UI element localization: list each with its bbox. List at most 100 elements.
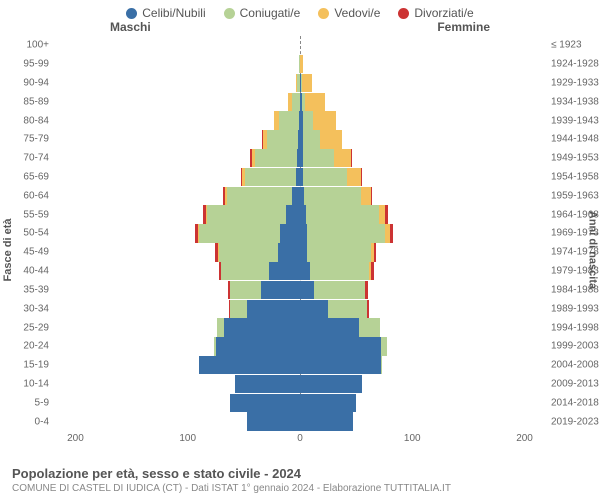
grid-line: [412, 36, 413, 431]
y-axis-left-title: Fasce di età: [2, 219, 14, 282]
bar-segment: [361, 168, 362, 186]
bar-segment: [300, 394, 356, 412]
bar-segment: [261, 281, 300, 299]
male-bar: [53, 243, 300, 261]
bar-segment: [310, 262, 369, 280]
legend-label: Celibi/Nubili: [142, 6, 205, 20]
female-bar: [300, 394, 547, 412]
age-row: 0-42019-2023: [53, 412, 547, 430]
male-bar: [53, 300, 300, 318]
bar-segment: [328, 300, 367, 318]
bar-segment: [227, 187, 292, 205]
bar-segment: [313, 111, 337, 129]
legend: Celibi/NubiliConiugati/eVedovi/eDivorzia…: [0, 0, 600, 20]
bar-segment: [247, 300, 300, 318]
bar-segment: [347, 168, 361, 186]
bar-segment: [207, 205, 286, 223]
age-row: 95-991924-1928: [53, 55, 547, 73]
female-bar: [300, 262, 547, 280]
age-label: 45-49: [9, 247, 49, 258]
male-bar: [53, 394, 300, 412]
bar-segment: [199, 356, 300, 374]
birth-year-label: 1989-1993: [551, 303, 600, 314]
x-tick-label: 100: [404, 433, 421, 444]
birth-year-label: 2009-2013: [551, 378, 600, 389]
birth-year-label: 1954-1958: [551, 172, 600, 183]
bar-segment: [280, 224, 300, 242]
legend-swatch: [224, 8, 235, 19]
male-bar: [53, 318, 300, 336]
bar-segment: [385, 205, 388, 223]
birth-year-label: 1944-1948: [551, 134, 600, 145]
birth-year-label: 1994-1998: [551, 322, 600, 333]
bar-segment: [303, 168, 347, 186]
bar-segment: [199, 224, 280, 242]
birth-year-label: 1999-2003: [551, 341, 600, 352]
plot-area: 2001000100200 100+≤ 192395-991924-192890…: [53, 36, 547, 431]
birth-year-label: 2014-2018: [551, 397, 600, 408]
birth-year-label: ≤ 1923: [551, 40, 600, 51]
legend-item: Vedovi/e: [318, 6, 380, 20]
age-label: 95-99: [9, 59, 49, 70]
age-label: 25-29: [9, 322, 49, 333]
female-bar: [300, 36, 547, 54]
age-label: 5-9: [9, 397, 49, 408]
bar-segment: [269, 262, 300, 280]
male-bar: [53, 337, 300, 355]
female-bar: [300, 74, 547, 92]
age-row: 15-192004-2008: [53, 356, 547, 374]
bar-segment: [286, 205, 300, 223]
x-tick-label: 0: [297, 433, 303, 444]
bar-segment: [279, 111, 299, 129]
bar-segment: [230, 394, 300, 412]
female-bar: [300, 337, 547, 355]
male-bar: [53, 168, 300, 186]
female-bar: [300, 205, 547, 223]
female-bar: [300, 318, 547, 336]
bar-segment: [307, 224, 386, 242]
male-bar: [53, 412, 300, 430]
age-row: 45-491974-1978: [53, 243, 547, 261]
male-bar: [53, 130, 300, 148]
x-tick-label: 100: [179, 433, 196, 444]
bar-segment: [303, 111, 313, 129]
bar-segment: [359, 318, 380, 336]
bar-segment: [300, 300, 328, 318]
bar-segment: [361, 187, 371, 205]
bar-segment: [305, 93, 325, 111]
legend-swatch: [318, 8, 329, 19]
bar-segment: [314, 281, 365, 299]
age-row: 70-741949-1953: [53, 149, 547, 167]
age-row: 90-941929-1933: [53, 74, 547, 92]
age-row: 40-441979-1983: [53, 262, 547, 280]
age-row: 75-791944-1948: [53, 130, 547, 148]
bar-segment: [381, 337, 387, 355]
birth-year-label: 1934-1938: [551, 96, 600, 107]
male-bar: [53, 375, 300, 393]
bar-segment: [221, 262, 269, 280]
bar-segment: [292, 187, 300, 205]
population-pyramid-chart: Celibi/NubiliConiugati/eVedovi/eDivorzia…: [0, 0, 600, 500]
age-label: 65-69: [9, 172, 49, 183]
bar-segment: [300, 375, 362, 393]
bar-segment: [300, 356, 381, 374]
male-bar: [53, 356, 300, 374]
bar-segment: [371, 262, 374, 280]
legend-item: Coniugati/e: [224, 6, 301, 20]
legend-item: Celibi/Nubili: [126, 6, 205, 20]
female-bar: [300, 300, 547, 318]
male-bar: [53, 149, 300, 167]
age-row: 20-241999-2003: [53, 337, 547, 355]
female-bar: [300, 93, 547, 111]
male-bar: [53, 93, 300, 111]
age-row: 35-391984-1988: [53, 281, 547, 299]
bar-segment: [300, 55, 303, 73]
bar-segment: [367, 300, 369, 318]
x-axis: 2001000100200: [53, 433, 547, 447]
age-label: 70-74: [9, 153, 49, 164]
chart-footer: Popolazione per età, sesso e stato civil…: [12, 466, 451, 494]
column-headers: Maschi Femmine: [0, 20, 600, 36]
age-row: 80-841939-1943: [53, 111, 547, 129]
female-bar: [300, 412, 547, 430]
age-label: 20-24: [9, 341, 49, 352]
